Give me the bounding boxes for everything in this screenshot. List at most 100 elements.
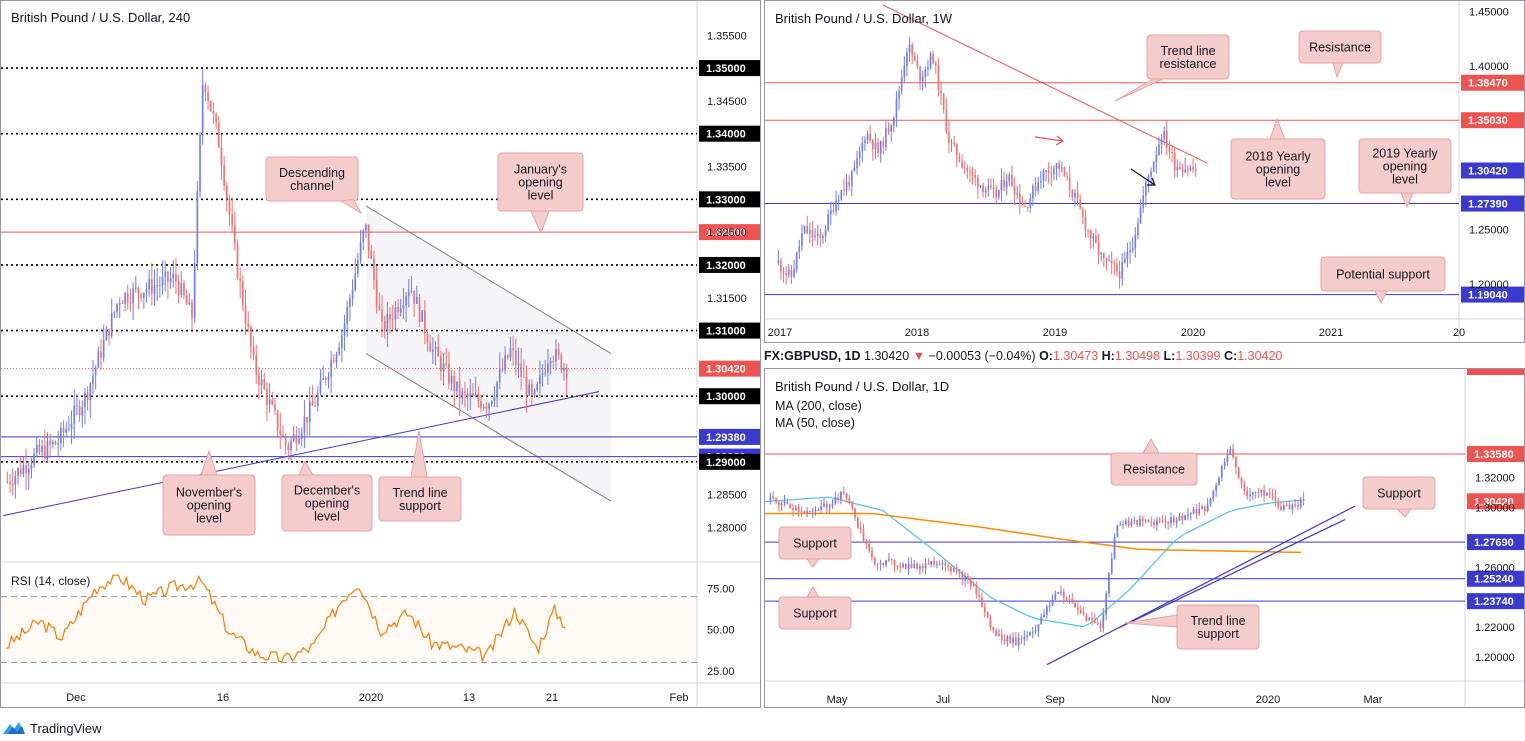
candle-body bbox=[782, 270, 785, 274]
y-tick-label: 1.25000 bbox=[1469, 225, 1509, 237]
candle-body bbox=[887, 128, 890, 132]
y-tick-label: 1.28000 bbox=[707, 522, 747, 534]
annotation-resistance: Resistance bbox=[1309, 41, 1371, 55]
candle-body bbox=[1000, 179, 1003, 191]
candle-body bbox=[945, 109, 948, 132]
candle-body bbox=[885, 128, 887, 148]
candle-body bbox=[373, 258, 375, 280]
ma50-line bbox=[765, 496, 1302, 628]
candle-body bbox=[819, 233, 822, 238]
candle-body bbox=[429, 343, 432, 352]
x-tick-label: Nov bbox=[1151, 694, 1171, 706]
candle-body bbox=[14, 475, 17, 485]
candle-body bbox=[1017, 638, 1020, 646]
annotation-resistance-line: Resistance bbox=[1123, 463, 1185, 477]
candle-body bbox=[817, 509, 820, 511]
candle-body bbox=[1136, 519, 1139, 525]
candle-body bbox=[118, 302, 121, 305]
chart-canvas-240[interactable]: 1.35000 1.34000 1.33000 1.32500 1.32000 1.310… bbox=[1, 1, 761, 708]
candle-body bbox=[806, 225, 809, 234]
candle-body bbox=[840, 189, 843, 201]
candle-body bbox=[1123, 258, 1126, 263]
candle-body bbox=[1034, 630, 1037, 632]
candle-body bbox=[1119, 524, 1122, 526]
candle-body bbox=[440, 356, 442, 372]
candle-body bbox=[1173, 152, 1176, 171]
candle-body bbox=[523, 376, 525, 378]
candle-body bbox=[25, 465, 27, 473]
candle-body bbox=[164, 271, 167, 277]
candle-body bbox=[1088, 617, 1091, 621]
candle-body bbox=[820, 506, 823, 510]
annotation-trend-line-support-line: support bbox=[399, 499, 441, 513]
candle-body bbox=[1118, 271, 1121, 279]
price-change: −0.00053 (−0.04%) bbox=[928, 349, 1036, 363]
candle-body bbox=[434, 346, 437, 350]
level-price-tag bbox=[699, 388, 760, 405]
candle-body bbox=[895, 99, 898, 118]
candle-body bbox=[941, 562, 944, 564]
candle-body bbox=[231, 214, 233, 226]
candle-body bbox=[1171, 152, 1173, 154]
candle-body bbox=[450, 375, 453, 384]
candle-body bbox=[1243, 483, 1246, 491]
candle-body bbox=[828, 505, 831, 508]
level-price-tag bbox=[1467, 446, 1524, 463]
candle-body bbox=[375, 279, 378, 307]
annotation-resistance-pointer bbox=[1332, 62, 1344, 79]
candle-body bbox=[1110, 557, 1113, 574]
candle-body bbox=[937, 65, 940, 90]
chart-panel-daily[interactable]: 1.33580 1.27690 1.25240 1.23740 1.30420 1.320… bbox=[764, 368, 1525, 708]
candle-body bbox=[448, 363, 450, 384]
tradingview-brand[interactable]: TradingView bbox=[2, 718, 102, 738]
candle-body bbox=[898, 90, 900, 100]
annotation-trend-line-support-line: Trend line bbox=[392, 486, 447, 500]
candle-body bbox=[1060, 167, 1063, 169]
candle-body bbox=[1192, 167, 1194, 170]
candle-body bbox=[780, 260, 782, 271]
candle-body bbox=[1274, 495, 1277, 501]
candle-body bbox=[1184, 169, 1187, 173]
candle-body bbox=[17, 468, 19, 476]
candle-body bbox=[1144, 181, 1147, 196]
chart-panel-240[interactable]: 1.35000 1.34000 1.33000 1.32500 1.32000 1.310… bbox=[0, 0, 761, 708]
chart-canvas-daily[interactable]: 1.33580 1.27690 1.25240 1.23740 1.30420 1.320… bbox=[765, 369, 1525, 708]
annotation-support-left-2-line: Support bbox=[793, 607, 837, 621]
candle-body bbox=[426, 333, 429, 344]
candle-body bbox=[983, 607, 986, 613]
annotation-2018-yearly-opening: 2018 Yearly opening level bbox=[1245, 150, 1311, 190]
candle-body bbox=[274, 404, 276, 411]
candle-body bbox=[934, 63, 937, 66]
candle-body bbox=[814, 235, 816, 238]
candle-body bbox=[1029, 632, 1031, 636]
candle-body bbox=[137, 287, 140, 294]
level-price-tag bbox=[1461, 112, 1524, 129]
x-tick-label: 2020 bbox=[359, 692, 383, 704]
y-tick-label: 1.32000 bbox=[1475, 473, 1515, 485]
candle-body bbox=[116, 304, 118, 313]
x-tick-label: 2020 bbox=[1181, 327, 1205, 339]
candle-body bbox=[974, 175, 977, 178]
candle-body bbox=[533, 390, 536, 395]
candle-body bbox=[102, 340, 105, 358]
candle-body bbox=[787, 270, 790, 275]
candle-body bbox=[885, 560, 887, 566]
candle-body bbox=[924, 563, 927, 569]
candle-body bbox=[942, 93, 945, 110]
chart-panel-weekly[interactable]: 1.38470 1.35030 1.27390 1.19040 1.30420 1.450… bbox=[764, 0, 1525, 343]
annotation-potential-support-pointer bbox=[1374, 290, 1388, 305]
candle-body bbox=[842, 491, 845, 494]
candle-body bbox=[835, 200, 837, 212]
candle-body bbox=[869, 133, 872, 141]
candle-body bbox=[1065, 597, 1068, 599]
chart-canvas-weekly[interactable]: 1.38470 1.35030 1.27390 1.19040 1.30420 1.450… bbox=[765, 1, 1525, 343]
annotation-descending-channel: Descending channel bbox=[279, 166, 345, 193]
candle-body bbox=[1134, 235, 1137, 248]
level-price-label: 1.29000 bbox=[706, 457, 746, 469]
level-price-label: 1.38470 bbox=[1468, 78, 1508, 90]
candle-body bbox=[57, 443, 60, 445]
candle-body bbox=[871, 140, 874, 150]
candle-body bbox=[1170, 517, 1172, 524]
candle-body bbox=[811, 230, 814, 238]
candle-body bbox=[541, 373, 544, 375]
